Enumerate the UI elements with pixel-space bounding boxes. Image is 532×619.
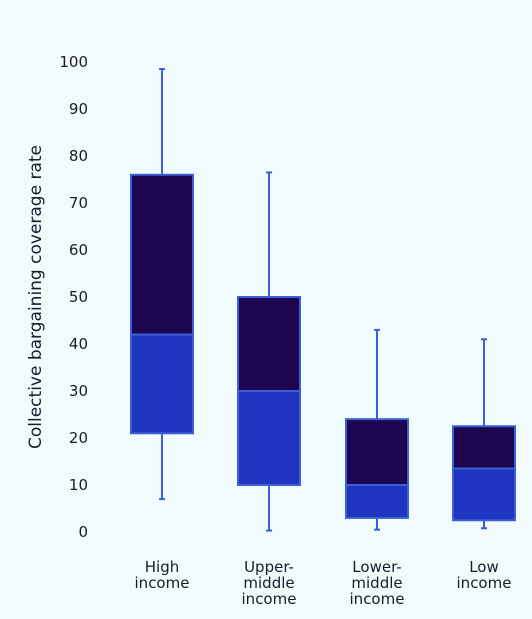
y-tick-label: 10 xyxy=(69,476,88,494)
category-label-line: Low xyxy=(469,558,499,576)
lower-quartile-box xyxy=(130,333,194,435)
y-tick-label: 50 xyxy=(69,288,88,306)
y-axis-label: Collective bargaining coverage rate xyxy=(26,145,46,449)
category-label: High income xyxy=(135,558,190,592)
y-tick-label: 0 xyxy=(78,523,88,541)
category-label: Low income xyxy=(457,558,512,592)
box-2 xyxy=(237,171,301,532)
y-tick-label: 60 xyxy=(69,241,88,259)
boxes xyxy=(130,68,516,532)
category-label-line: income xyxy=(242,590,297,608)
category-label-line: income xyxy=(350,590,405,608)
category-label: Lower-middle income xyxy=(350,558,405,608)
category-label-line: middle xyxy=(243,574,294,592)
category-label-line: Lower- xyxy=(352,558,401,576)
y-axis-label-group: Collective bargaining coverage rate xyxy=(26,145,46,449)
category-label-line: income xyxy=(135,574,190,592)
y-tick-label: 20 xyxy=(69,429,88,447)
category-label-line: High xyxy=(145,558,179,576)
upper-quartile-box xyxy=(130,173,194,336)
y-tick-label: 90 xyxy=(69,100,88,118)
lower-quartile-box xyxy=(452,467,516,522)
y-tick-label: 100 xyxy=(59,53,88,71)
lower-quartile-box xyxy=(237,390,301,486)
category-label: Upper-middle income xyxy=(242,558,297,608)
y-tick-label: 30 xyxy=(69,382,88,400)
box-4 xyxy=(452,338,516,530)
upper-quartile-box xyxy=(345,418,409,487)
y-tick-label: 80 xyxy=(69,147,88,165)
category-label-line: middle xyxy=(351,574,402,592)
box-1 xyxy=(130,68,194,501)
lower-quartile-box xyxy=(345,484,409,519)
box-3 xyxy=(345,328,409,531)
y-tick-labels: 0 10 20 30 40 50 60 70 80 90 100 xyxy=(59,53,88,541)
upper-quartile-box xyxy=(237,296,301,392)
y-tick-label: 40 xyxy=(69,335,88,353)
y-tick-label: 70 xyxy=(69,194,88,212)
category-label-line: Upper- xyxy=(244,558,294,576)
upper-quartile-box xyxy=(452,425,516,470)
category-label-line: income xyxy=(457,574,512,592)
